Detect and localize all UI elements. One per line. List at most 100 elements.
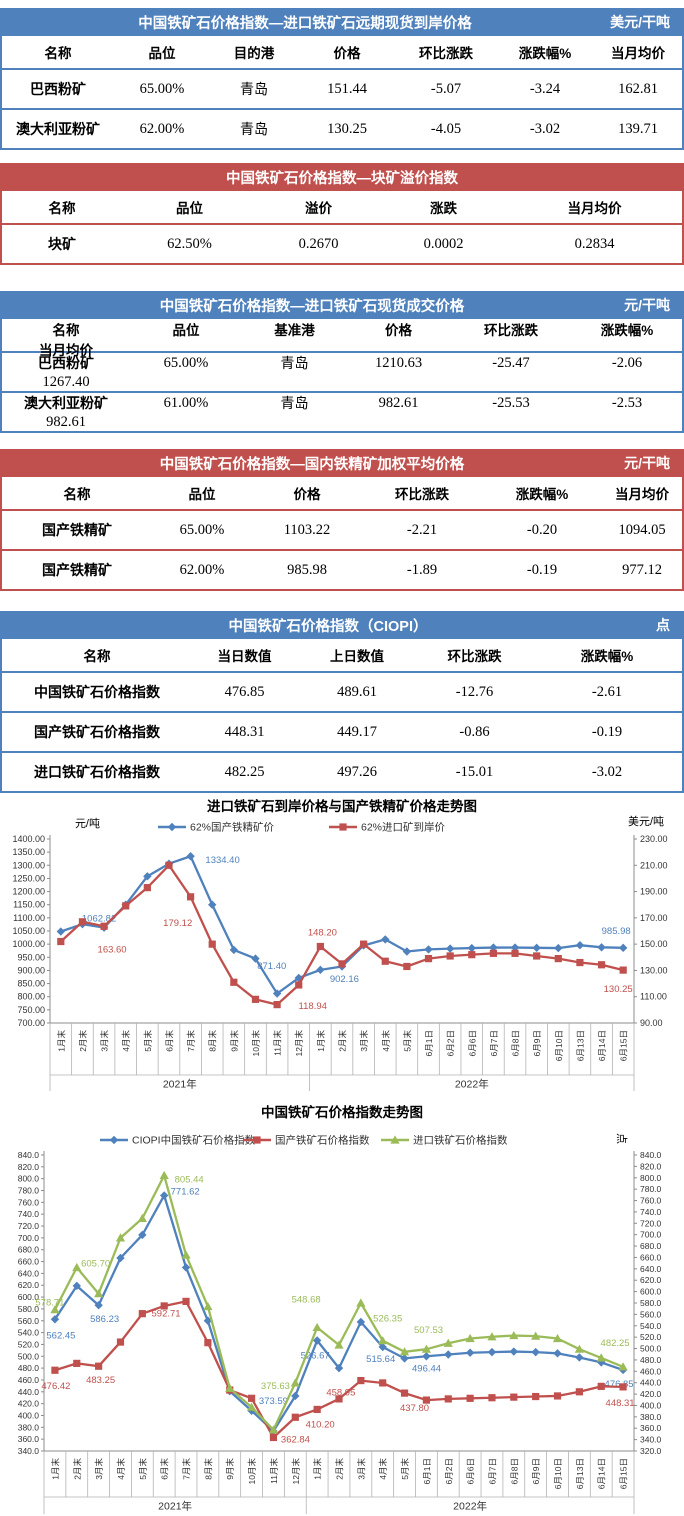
table-cell: 1094.05 xyxy=(618,521,666,538)
data-label: 163.60 xyxy=(98,944,127,955)
svg-text:210.00: 210.00 xyxy=(640,860,668,870)
column-header: 当日数值 xyxy=(217,649,272,664)
svg-text:1150.00: 1150.00 xyxy=(13,900,45,910)
data-label: 515.64 xyxy=(366,1354,395,1365)
x-axis-label: 6月13日 xyxy=(575,1030,585,1061)
x-axis-label: 6月1日 xyxy=(424,1030,434,1056)
table-cell: 489.61 xyxy=(337,683,377,700)
x-axis-label: 9月末 xyxy=(229,1030,239,1052)
table-row: 澳大利亚粉矿 61.00% 青岛 982.61 -25.53 -2.53 982.61 xyxy=(2,393,682,431)
x-axis-label: 6月6日 xyxy=(466,1458,476,1484)
svg-text:600.0: 600.0 xyxy=(18,1292,40,1302)
row-name: 块矿 xyxy=(48,236,76,252)
table-cell: 139.71 xyxy=(618,120,658,137)
svg-text:1400.00: 1400.00 xyxy=(12,834,45,844)
row-name: 进口铁矿石价格指数 xyxy=(34,764,160,780)
data-label: 592.71 xyxy=(152,1308,181,1319)
x-axis-label: 10月末 xyxy=(247,1458,257,1485)
x-axis-label: 4月末 xyxy=(378,1458,388,1480)
table-title-bar: 中国铁矿石价格指数—国内铁精矿加权平均价格 元/干吨 xyxy=(0,449,684,477)
table-unit: 元/干吨 xyxy=(624,455,670,471)
table-cell: 130.25 xyxy=(327,120,367,137)
table-cell: 151.44 xyxy=(327,80,367,97)
legend-label: 62%国产铁精矿价 xyxy=(190,821,275,834)
column-header: 品位 xyxy=(172,323,200,338)
table-title: 中国铁矿石价格指数—国内铁精矿加权平均价格 xyxy=(159,456,465,473)
table-cell: -0.19 xyxy=(591,723,623,740)
row-name: 巴西粉矿 xyxy=(30,81,86,97)
svg-text:480.0: 480.0 xyxy=(640,1355,662,1365)
svg-text:110.00: 110.00 xyxy=(640,992,667,1002)
svg-text:720.0: 720.0 xyxy=(640,1218,662,1228)
svg-text:680.0: 680.0 xyxy=(640,1241,662,1251)
row-name: 国产铁矿石价格指数 xyxy=(34,724,160,740)
data-label: 362.84 xyxy=(281,1434,310,1445)
data-label: 482.25 xyxy=(601,1338,630,1349)
table-cell: 476.85 xyxy=(224,683,265,700)
column-header: 涨跌幅% xyxy=(518,46,572,61)
column-header: 品位 xyxy=(148,46,176,61)
table-row: 国产铁矿石价格指数 448.31 449.17 -0.86 -0.19 xyxy=(2,713,682,753)
x-axis-label: 4月末 xyxy=(116,1458,126,1480)
table-cell: -2.21 xyxy=(406,521,438,538)
table-row: 进口铁矿石价格指数 482.25 497.26 -15.01 -3.02 xyxy=(2,753,682,791)
data-label: 985.98 xyxy=(602,926,631,937)
table-cell: 62.50% xyxy=(167,235,212,252)
column-header: 名称 xyxy=(52,323,80,338)
svg-text:1000.00: 1000.00 xyxy=(12,939,45,949)
x-axis-label: 2月末 xyxy=(335,1458,345,1480)
x-axis-label: 7月末 xyxy=(186,1030,196,1052)
x-axis-label: 6月2日 xyxy=(444,1458,454,1484)
svg-text:760.0: 760.0 xyxy=(640,1196,662,1206)
x-axis-label: 3月末 xyxy=(94,1458,104,1480)
table-cell: 482.25 xyxy=(224,763,265,780)
column-header: 目的港 xyxy=(233,46,275,61)
table-cell: 65.00% xyxy=(139,80,185,97)
year-group-label: 2021年 xyxy=(163,1078,197,1091)
data-label: 605.70 xyxy=(81,1259,110,1270)
x-axis-label: 6月9日 xyxy=(532,1030,542,1056)
year-group-label: 2022年 xyxy=(455,1078,489,1091)
column-header: 涨跌 xyxy=(430,201,457,216)
x-axis-label: 5月末 xyxy=(402,1030,412,1052)
axis-unit-right: 点 xyxy=(615,1133,628,1144)
svg-text:800.0: 800.0 xyxy=(640,1173,662,1183)
table-cell: -2.53 xyxy=(611,394,643,411)
table-row: 国产铁精矿 62.00% 985.98 -1.89 -0.19 977.12 xyxy=(2,551,682,589)
data-label: 148.20 xyxy=(308,928,337,939)
x-axis-label: 6月7日 xyxy=(489,1030,499,1056)
column-header: 当月均价 xyxy=(615,487,669,502)
column-header: 涨跌幅% xyxy=(515,487,569,502)
svg-text:800.00: 800.00 xyxy=(17,992,45,1002)
svg-text:620.0: 620.0 xyxy=(640,1275,662,1285)
svg-text:190.00: 190.00 xyxy=(640,887,668,897)
table-cell: 0.2834 xyxy=(574,235,615,252)
svg-text:560.0: 560.0 xyxy=(18,1316,40,1326)
price-table-0: 中国铁矿石价格指数—进口铁矿石远期现货到岸价格 美元/干吨 名称 品位 目的港 价格 环比涨… xyxy=(0,8,684,150)
table-cell: 982.61 xyxy=(378,394,419,411)
table-cell: -1.89 xyxy=(406,561,438,578)
data-label: 562.45 xyxy=(46,1330,75,1341)
svg-text:500.0: 500.0 xyxy=(640,1344,662,1354)
x-axis-label: 3月末 xyxy=(100,1030,110,1052)
x-axis-label: 10月末 xyxy=(251,1030,261,1057)
svg-text:640.0: 640.0 xyxy=(18,1268,40,1278)
table-cell: 1267.40 xyxy=(42,373,90,390)
svg-text:700.00: 700.00 xyxy=(17,1018,45,1028)
column-header: 环比涨跌 xyxy=(419,46,473,61)
x-axis-label: 5月末 xyxy=(400,1458,410,1480)
row-name: 澳大利亚粉矿 xyxy=(24,395,108,412)
table-cell: 62.00% xyxy=(179,561,225,578)
svg-text:1100.00: 1100.00 xyxy=(13,913,45,923)
data-label: 437.80 xyxy=(400,1403,429,1414)
svg-text:440.0: 440.0 xyxy=(18,1387,40,1397)
x-axis-label: 11月末 xyxy=(269,1458,279,1484)
x-axis-label: 6月10日 xyxy=(554,1030,564,1061)
data-label: 586.23 xyxy=(90,1314,119,1325)
x-axis-label: 2月末 xyxy=(72,1458,82,1480)
table-cell: -3.24 xyxy=(529,80,561,97)
x-axis-label: 5月末 xyxy=(138,1458,148,1480)
data-label: 373.59 xyxy=(259,1396,288,1407)
data-label: 458.95 xyxy=(326,1388,355,1399)
table-cell: -5.07 xyxy=(430,80,462,97)
